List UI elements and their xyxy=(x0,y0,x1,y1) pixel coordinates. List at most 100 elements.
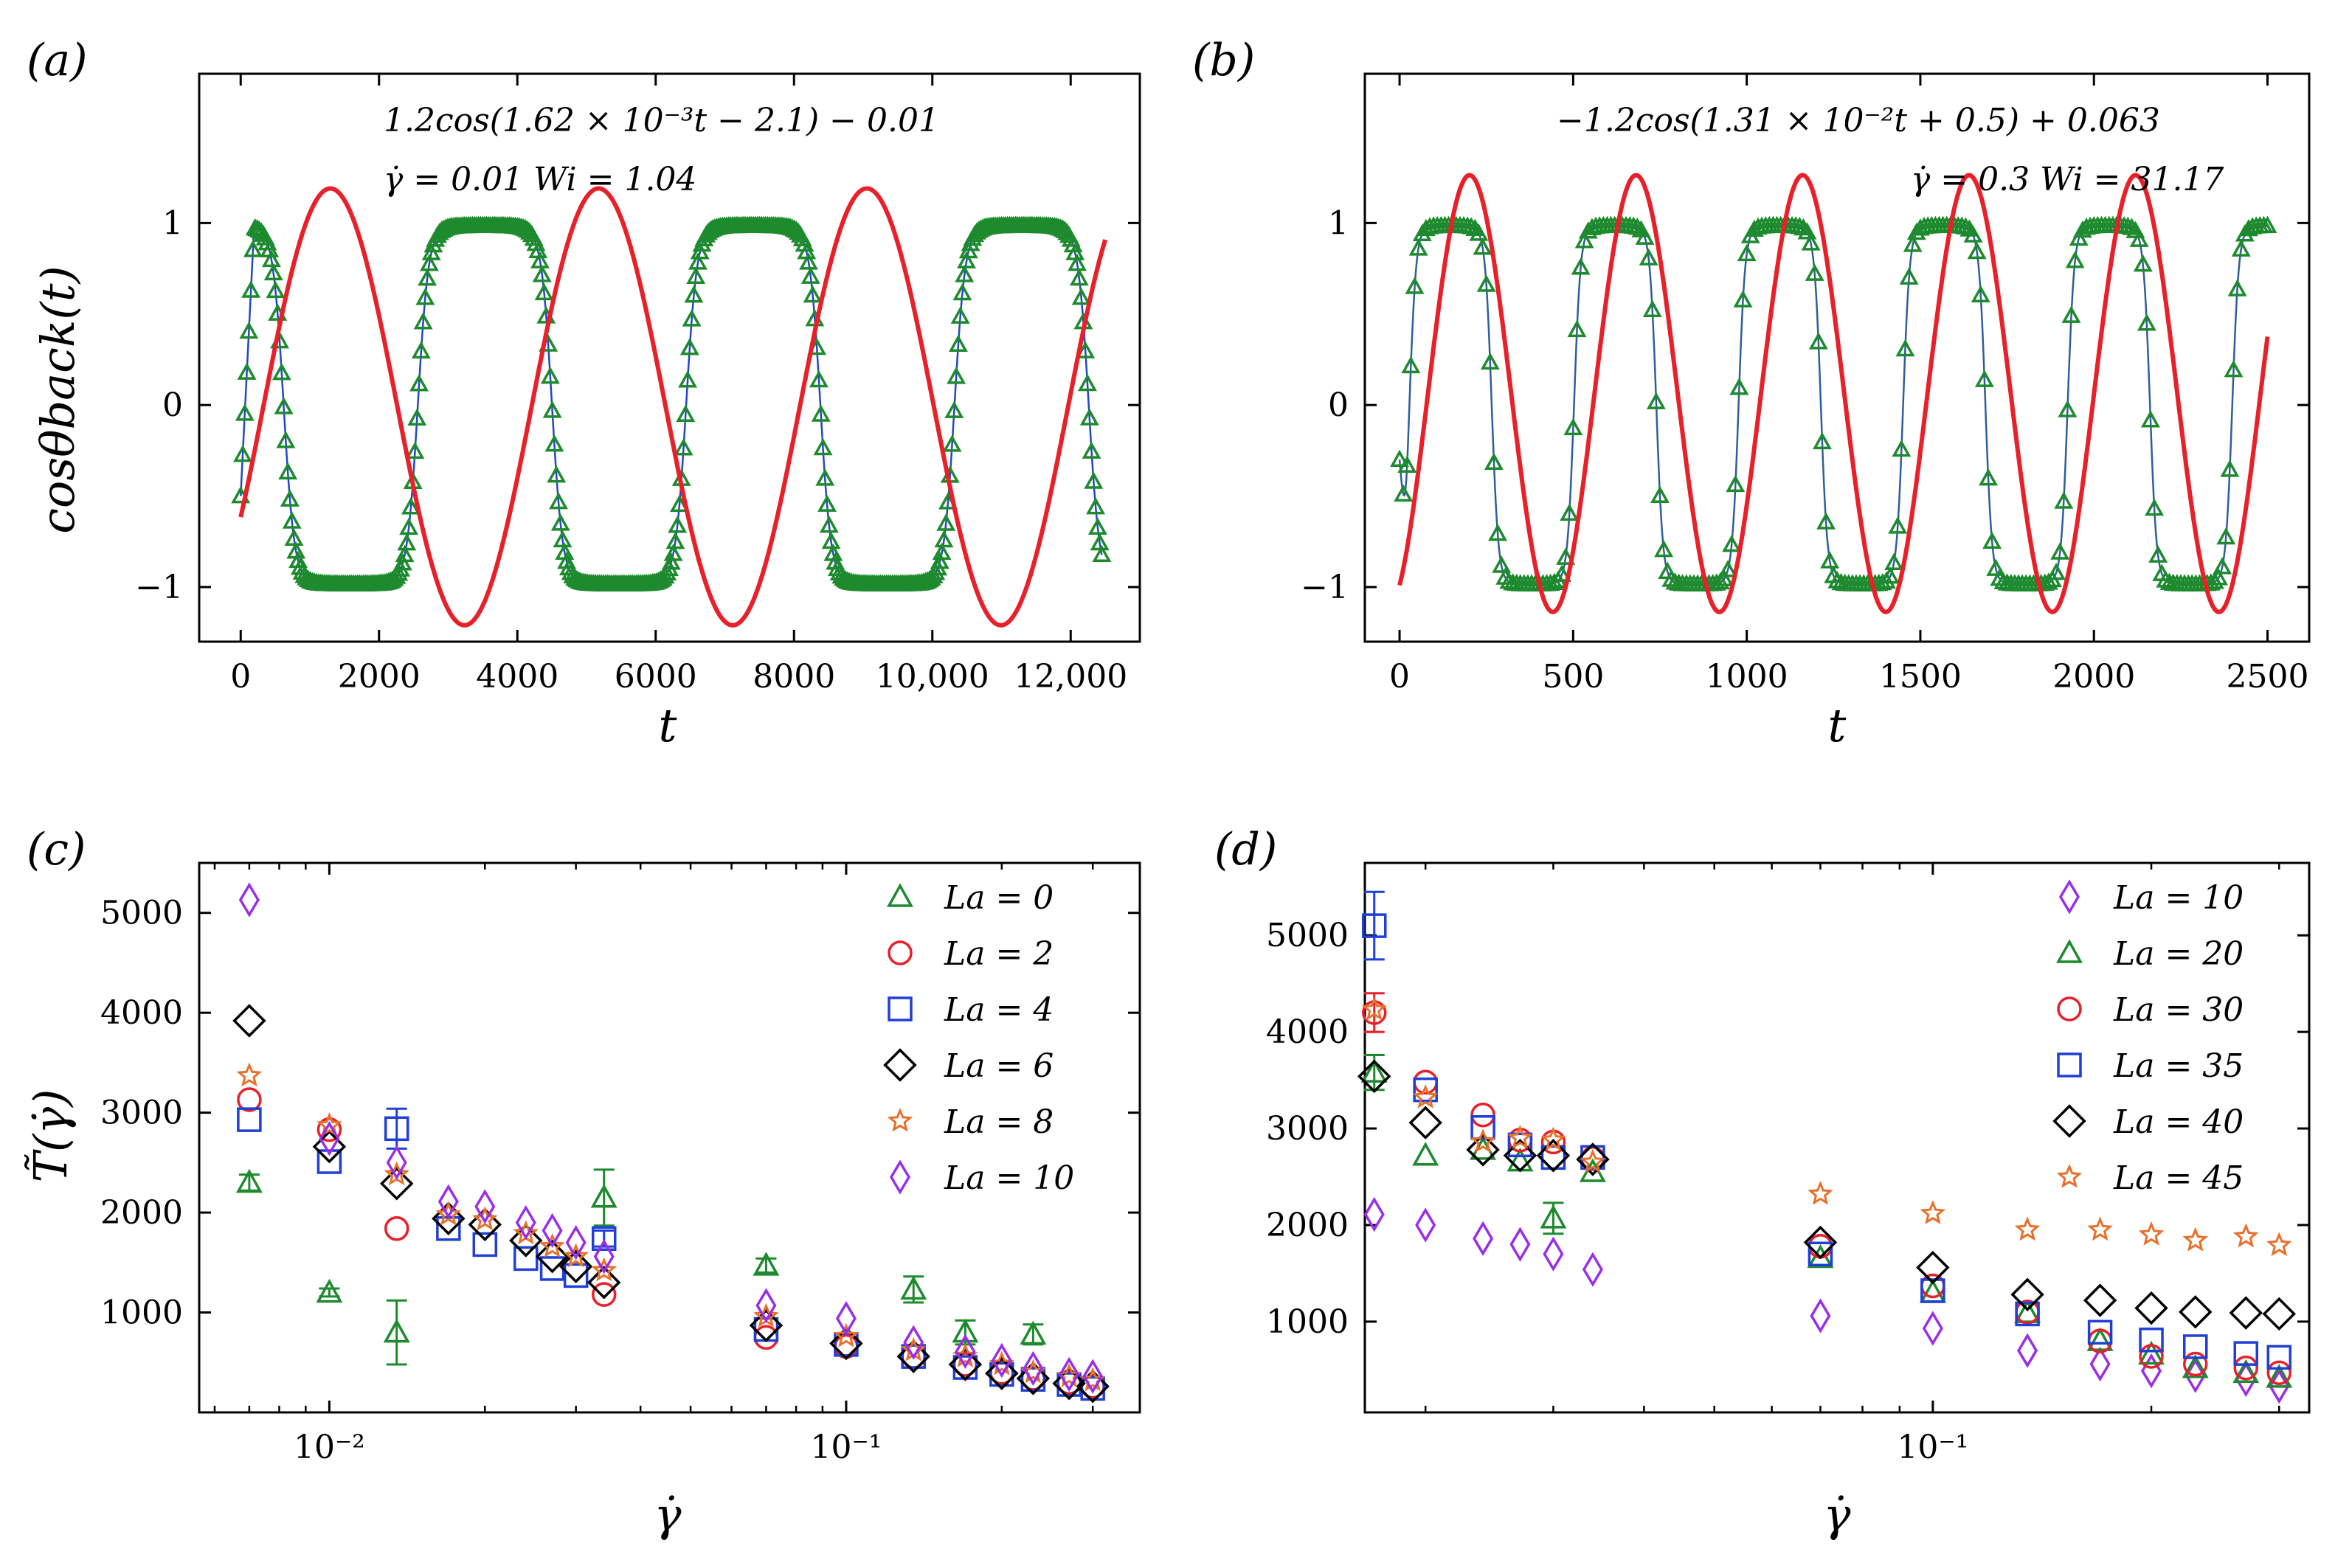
panel-a-sim-marker xyxy=(547,465,567,483)
panel-b-sim-marker xyxy=(1733,290,1753,308)
panel-c-legend-label: La = 2 xyxy=(944,935,1054,973)
panel-d-series-la10-point xyxy=(1363,1196,1385,1232)
panel-d-xlabel: γ̇ xyxy=(1823,1488,1851,1541)
panel-c-series-la6-point xyxy=(509,1224,543,1257)
panel-d-series-la10-point xyxy=(1810,1298,1831,1333)
panel-d-series-la20-point xyxy=(1506,1147,1534,1172)
panel-c-series-la8-point xyxy=(539,1233,565,1257)
panel-c-series-la8-point xyxy=(435,1201,462,1226)
panel-d-series-la40-point xyxy=(2229,1296,2263,1330)
panel-b-xtick-label: 0 xyxy=(1389,658,1410,695)
panel-c-series-la6-point xyxy=(232,1004,266,1038)
panel-c-legend-marker xyxy=(887,1107,913,1132)
panel-b-sim-marker xyxy=(2220,459,2240,477)
panel-a-sim-marker xyxy=(397,533,417,551)
panel-a-sim-marker xyxy=(239,321,259,339)
panel-a-sim-marker xyxy=(1078,373,1097,392)
panel-b-sim-marker xyxy=(2216,527,2236,545)
panel-c-legend-marker xyxy=(887,883,913,907)
panel-b-sim-marker xyxy=(1797,222,1817,240)
panel-a-sim-marker xyxy=(407,408,427,426)
panel-a-xtick-label: 4000 xyxy=(476,658,558,695)
panel-a-sim-marker xyxy=(1084,471,1104,489)
panel-c-series-la6-point xyxy=(985,1356,1019,1390)
panel-a-sim-marker xyxy=(1069,268,1089,286)
panel-a-sim-marker xyxy=(942,434,962,452)
panel-b-sim-marker xyxy=(1394,484,1414,502)
panel-b-sim-marker xyxy=(2061,305,2081,323)
panel-b-sim-marker xyxy=(1963,225,1983,243)
panel-b-sim-marker xyxy=(1888,516,1908,534)
panel-d-series-la10-point xyxy=(1509,1227,1531,1262)
panel-b-sim-marker xyxy=(2129,229,2149,247)
panel-d-series-la35-point xyxy=(1413,1077,1438,1103)
panel-b-sim-marker xyxy=(2072,220,2092,238)
panel-b-sim-marker xyxy=(1899,267,1919,285)
panel-c-series-la4-point xyxy=(513,1246,539,1272)
panel-b-sim-marker xyxy=(1544,572,1564,590)
panel-a-sim-marker xyxy=(665,532,685,549)
panel-b-sim-marker xyxy=(1986,558,2006,576)
panel-b-sim-marker xyxy=(1488,523,1508,541)
panel-a-sim-marker xyxy=(944,400,964,418)
panel-a-sim-marker xyxy=(1079,408,1099,426)
panel-d-series-la45-point xyxy=(1470,1128,1496,1154)
panel-c-series-la4-point xyxy=(1080,1376,1105,1401)
panel-c-series-la4-point xyxy=(901,1344,927,1369)
panel-a-sim-marker xyxy=(413,312,433,330)
panel-a-sim-marker xyxy=(800,266,820,284)
panel-d-series-la35-point xyxy=(1808,1241,1833,1267)
panel-b-sim-marker xyxy=(1744,219,1764,237)
panel-a-sim-marker xyxy=(674,438,693,456)
panel-b-sim-marker xyxy=(1567,319,1587,338)
panel-b-sim-marker xyxy=(1646,392,1666,409)
panel-a-sim-marker xyxy=(534,282,554,301)
panel-d-series-la35-point xyxy=(2087,1319,2113,1345)
panel-b-sim-marker xyxy=(2054,491,2074,509)
panel-d-series-la10-point xyxy=(1922,1311,1943,1346)
panel-c-series-la6-point xyxy=(1052,1366,1086,1401)
panel-a-sim-marker xyxy=(688,252,708,270)
panel-c-legend: La = 0 La = 2 La = 4 La = 6 La = 8 La = 10 xyxy=(883,879,1074,1197)
panel-b-xtick-label: 500 xyxy=(1542,658,1604,695)
panel-b-sim-marker xyxy=(1552,564,1571,582)
panel-d-ytick-label: 4000 xyxy=(1266,1013,1349,1051)
panel-a-sim-marker xyxy=(930,552,949,569)
panel-d-series-la35-point xyxy=(1580,1145,1605,1170)
panel-c-ylabel: T̃(γ̇) xyxy=(24,1089,77,1183)
panel-d-series-la45-point xyxy=(2014,1216,2041,1241)
panel-a-sim-marker xyxy=(799,252,819,270)
panel-b-xtick-label: 2000 xyxy=(2052,658,2135,695)
panel-d-series-la35-point xyxy=(1920,1278,1945,1303)
panel-c-plot: 10⁻² 10⁻¹ 1000 2000 3000 4000 5000 xyxy=(100,861,1141,1466)
panel-d-legend-marker xyxy=(2057,1052,2082,1078)
panel-d-legend-marker xyxy=(2052,1104,2086,1138)
panel-a-sim-marker xyxy=(950,306,970,324)
panel-d-legend-label: La = 35 xyxy=(2113,1047,2244,1085)
panel-a-sim-marker xyxy=(682,309,702,327)
panel-d-series-la20-point xyxy=(2182,1354,2209,1378)
panel-d-series-la30-point xyxy=(2139,1344,2164,1369)
panel-a-sim-marker xyxy=(261,249,281,268)
panel-a-sim-marker xyxy=(399,517,419,535)
panel-c-frame xyxy=(198,861,1141,1414)
panel-d-series-la10-point xyxy=(2089,1346,2111,1382)
panel-a-sim-marker xyxy=(948,334,968,353)
panel-c-series-la0-point xyxy=(753,1252,780,1276)
panel-c-series-la8-point xyxy=(471,1206,498,1231)
panel-d-series-la40-point xyxy=(1503,1138,1537,1173)
panel-c-series-la4-point xyxy=(316,1149,342,1174)
panel-d-series-la20-point xyxy=(2266,1364,2293,1388)
panel-a-sim-marker xyxy=(415,288,435,305)
panel-b-sim-marker xyxy=(1401,355,1421,374)
panel-d-series-la45-point xyxy=(2087,1216,2113,1241)
panel-a: (a) 0 2000 4000 6000 8000 10,000 12,000−101 t … xyxy=(27,35,1141,752)
panel-a-sim-marker xyxy=(282,511,302,529)
panel-c-series-la10-point xyxy=(238,882,260,917)
panel-b-sim-marker xyxy=(1726,474,1746,493)
panel-b-sim-marker xyxy=(1473,237,1492,255)
panel-c-series-la4-point xyxy=(384,1116,409,1142)
panel-c-ytick-label: 5000 xyxy=(100,895,183,932)
panel-c-series-la2-point xyxy=(753,1325,779,1350)
panel-a-sim-marker xyxy=(280,489,300,507)
